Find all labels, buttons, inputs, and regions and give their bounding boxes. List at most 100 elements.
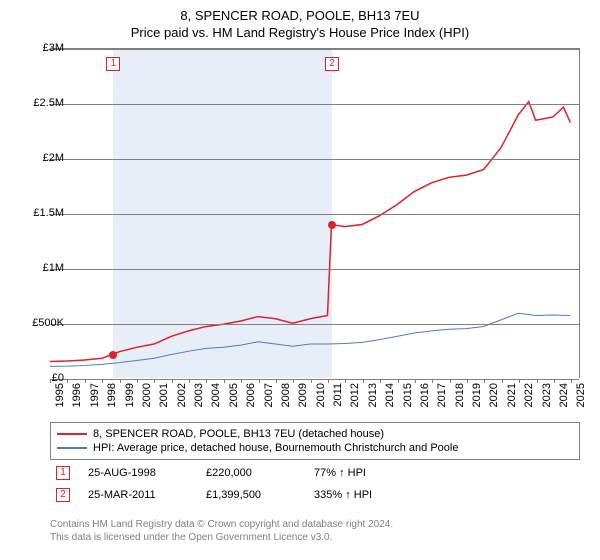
x-axis-label: 2004	[210, 383, 222, 407]
x-tick	[137, 379, 138, 383]
y-axis-label: £2.5M	[33, 97, 64, 109]
x-axis-label: 1996	[71, 383, 83, 407]
x-axis-label: 2014	[384, 383, 396, 407]
x-tick	[293, 379, 294, 383]
x-tick	[537, 379, 538, 383]
x-axis-label: 2007	[263, 383, 275, 407]
x-axis-label: 2021	[506, 383, 518, 407]
y-axis-label: £1.5M	[33, 207, 64, 219]
x-tick	[554, 379, 555, 383]
x-axis-label: 2015	[402, 383, 414, 407]
y-gridline	[50, 214, 579, 215]
x-tick	[311, 379, 312, 383]
y-axis-label: £3M	[43, 42, 64, 54]
x-tick	[363, 379, 364, 383]
sale-marker-dot	[109, 351, 117, 359]
y-gridline	[50, 269, 579, 270]
chart-container: 8, SPENCER ROAD, POOLE, BH13 7EU Price p…	[0, 0, 600, 560]
x-axis-label: 2003	[193, 383, 205, 407]
y-gridline	[50, 324, 579, 325]
legend-label: HPI: Average price, detached house, Bour…	[93, 442, 458, 454]
x-axis-label: 2001	[158, 383, 170, 407]
x-axis-label: 2005	[228, 383, 240, 407]
sales-list: 125-AUG-1998£220,00077% ↑ HPI225-MAR-201…	[50, 462, 580, 506]
chart-subtitle: Price paid vs. HM Land Registry's House …	[0, 25, 600, 40]
series-property	[50, 102, 570, 362]
footer: Contains HM Land Registry data © Crown c…	[50, 518, 580, 544]
x-axis-label: 2006	[245, 383, 257, 407]
x-tick	[432, 379, 433, 383]
legend-swatch	[57, 433, 87, 435]
sale-price: £1,399,500	[206, 489, 296, 501]
x-axis-label: 2002	[176, 383, 188, 407]
x-tick	[172, 379, 173, 383]
x-tick	[276, 379, 277, 383]
sale-price: £220,000	[206, 467, 296, 479]
y-axis-label: £1M	[43, 262, 64, 274]
x-axis-label: 2018	[454, 383, 466, 407]
x-tick	[67, 379, 68, 383]
x-axis-label: 2024	[558, 383, 570, 407]
chart-plot-area: 1995199619971998199920002001200220032004…	[50, 48, 580, 378]
y-gridline	[50, 159, 579, 160]
x-axis-label: 2008	[280, 383, 292, 407]
y-axis-label: £2M	[43, 152, 64, 164]
x-axis-label: 1999	[124, 383, 136, 407]
sale-marker-box: 2	[325, 57, 339, 71]
x-tick	[502, 379, 503, 383]
x-axis-label: 2025	[575, 383, 587, 407]
x-tick	[345, 379, 346, 383]
x-tick	[224, 379, 225, 383]
x-axis-label: 2010	[315, 383, 327, 407]
x-tick	[571, 379, 572, 383]
x-axis-label: 2000	[141, 383, 153, 407]
x-tick	[380, 379, 381, 383]
x-tick	[398, 379, 399, 383]
y-gridline	[50, 104, 579, 105]
x-axis-label: 2011	[332, 383, 344, 407]
legend-label: 8, SPENCER ROAD, POOLE, BH13 7EU (detach…	[93, 428, 384, 440]
sale-marker-box: 1	[106, 57, 120, 71]
x-tick	[415, 379, 416, 383]
x-tick	[328, 379, 329, 383]
x-axis-label: 2020	[488, 383, 500, 407]
chart-title: 8, SPENCER ROAD, POOLE, BH13 7EU	[0, 8, 600, 23]
y-gridline	[50, 379, 579, 380]
sale-hpi: 77% ↑ HPI	[314, 467, 404, 479]
x-axis-label: 2009	[297, 383, 309, 407]
x-tick	[120, 379, 121, 383]
sale-marker-dot	[328, 221, 336, 229]
sale-row: 125-AUG-1998£220,00077% ↑ HPI	[50, 462, 580, 484]
x-tick	[259, 379, 260, 383]
x-axis-label: 1995	[54, 383, 66, 407]
x-tick	[450, 379, 451, 383]
x-tick	[241, 379, 242, 383]
sale-row-marker: 2	[56, 488, 70, 502]
footer-line-2: This data is licensed under the Open Gov…	[50, 531, 580, 544]
sale-row-marker: 1	[56, 466, 70, 480]
series-hpi	[50, 313, 570, 366]
x-tick	[467, 379, 468, 383]
x-tick	[206, 379, 207, 383]
x-axis-label: 2022	[523, 383, 535, 407]
x-axis-label: 2019	[471, 383, 483, 407]
x-tick	[519, 379, 520, 383]
sale-date: 25-MAR-2011	[88, 489, 188, 501]
x-axis-label: 2013	[367, 383, 379, 407]
footer-line-1: Contains HM Land Registry data © Crown c…	[50, 518, 580, 531]
y-axis-label: £500K	[32, 317, 64, 329]
x-axis-label: 2017	[436, 383, 448, 407]
x-axis-label: 1997	[89, 383, 101, 407]
x-axis-label: 2016	[419, 383, 431, 407]
legend: 8, SPENCER ROAD, POOLE, BH13 7EU (detach…	[50, 422, 580, 460]
x-tick	[484, 379, 485, 383]
sale-row: 225-MAR-2011£1,399,500335% ↑ HPI	[50, 484, 580, 506]
x-tick	[85, 379, 86, 383]
x-tick	[102, 379, 103, 383]
x-axis-label: 1998	[106, 383, 118, 407]
legend-row: HPI: Average price, detached house, Bour…	[57, 441, 573, 455]
legend-swatch	[57, 447, 87, 449]
y-gridline	[50, 49, 579, 50]
x-tick	[154, 379, 155, 383]
x-axis-label: 2012	[349, 383, 361, 407]
